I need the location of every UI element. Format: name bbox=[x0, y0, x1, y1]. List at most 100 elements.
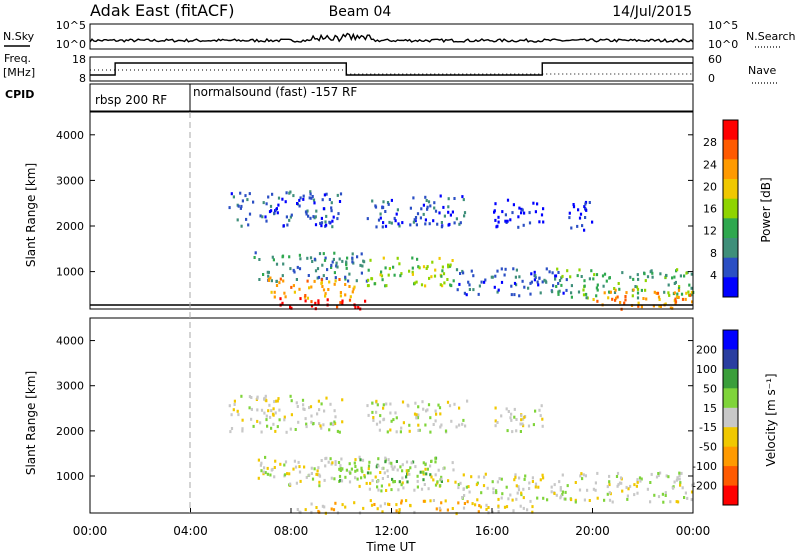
heat-cell bbox=[447, 263, 450, 267]
heat-cell bbox=[341, 503, 344, 507]
heat-cell bbox=[417, 413, 420, 417]
heat-cell bbox=[283, 291, 286, 295]
heat-cell bbox=[514, 473, 517, 477]
heat-cell bbox=[311, 422, 315, 426]
heat-cell bbox=[541, 473, 544, 477]
heat-cell bbox=[384, 284, 387, 288]
heat-cell bbox=[334, 422, 337, 426]
heat-cell bbox=[308, 473, 311, 477]
heat-cell bbox=[439, 484, 442, 488]
heat-cell bbox=[313, 467, 316, 471]
heat-cell bbox=[239, 191, 242, 195]
heat-cell bbox=[633, 493, 636, 497]
heat-cell bbox=[330, 263, 333, 267]
heat-cell bbox=[285, 191, 288, 195]
heat-cell bbox=[583, 279, 586, 283]
heat-cell bbox=[656, 291, 660, 295]
heat-cell bbox=[250, 417, 253, 421]
heat-cell bbox=[274, 429, 277, 433]
heat-cell bbox=[450, 284, 453, 288]
heat-cell bbox=[386, 469, 389, 473]
heat-cell bbox=[661, 492, 664, 496]
heat-cell bbox=[306, 209, 309, 213]
heat-cell bbox=[531, 476, 534, 480]
heat-cell bbox=[332, 215, 335, 219]
heat-cell bbox=[279, 297, 282, 301]
heat-cell bbox=[436, 480, 439, 484]
heat-cell bbox=[521, 208, 524, 212]
heat-cell bbox=[582, 473, 585, 477]
heat-cell bbox=[607, 296, 610, 300]
heat-cell bbox=[435, 507, 438, 511]
heat-cell bbox=[520, 414, 523, 418]
heat-cell bbox=[497, 220, 500, 224]
heat-cell bbox=[683, 496, 686, 499]
heat-cell bbox=[252, 424, 255, 428]
heat-cell bbox=[348, 298, 352, 302]
heat-cell bbox=[513, 407, 516, 411]
heat-cell bbox=[407, 404, 410, 408]
heat-cell bbox=[292, 268, 295, 272]
heat-cell bbox=[466, 399, 469, 403]
heat-cell bbox=[637, 277, 640, 281]
heat-cell bbox=[462, 487, 465, 491]
heat-cell bbox=[411, 256, 414, 260]
heat-cell bbox=[541, 424, 544, 428]
heat-cell bbox=[690, 272, 693, 276]
heat-cell bbox=[511, 211, 514, 215]
heat-cell bbox=[230, 427, 234, 430]
heat-cell bbox=[257, 458, 260, 462]
heat-cell bbox=[311, 477, 315, 481]
ytick-label: 1000 bbox=[56, 266, 84, 279]
heat-cell bbox=[371, 479, 374, 483]
heat-cell bbox=[361, 264, 364, 268]
heat-cell bbox=[365, 481, 368, 485]
heat-cell bbox=[278, 408, 281, 412]
heat-cell bbox=[554, 274, 558, 278]
heat-cell bbox=[408, 429, 411, 433]
heat-cell bbox=[390, 488, 393, 492]
heat-cell bbox=[434, 209, 438, 213]
heat-cell bbox=[466, 500, 469, 504]
colorbar-frame bbox=[722, 329, 739, 506]
heat-cell bbox=[379, 414, 382, 418]
heat-cell bbox=[444, 429, 448, 433]
frequency-line bbox=[90, 62, 693, 76]
heat-cell bbox=[275, 207, 278, 211]
heat-cell bbox=[262, 472, 265, 476]
heat-cell bbox=[596, 496, 599, 500]
heat-cell bbox=[486, 486, 489, 490]
heat-cell bbox=[281, 254, 285, 258]
heat-cell bbox=[360, 476, 363, 480]
heat-cell bbox=[265, 202, 268, 206]
heat-cell bbox=[290, 413, 293, 417]
heat-cell bbox=[372, 418, 375, 422]
heat-cell bbox=[334, 462, 337, 466]
heat-cell bbox=[606, 492, 609, 496]
heat-cell bbox=[392, 418, 395, 422]
heat-cell bbox=[433, 206, 436, 210]
heat-cell bbox=[335, 264, 338, 268]
heat-cell bbox=[273, 290, 276, 294]
heat-cell bbox=[650, 269, 653, 273]
heat-cell bbox=[440, 221, 443, 224]
heat-cell bbox=[510, 293, 513, 297]
heat-cell bbox=[310, 196, 313, 200]
heat-cell bbox=[477, 510, 480, 514]
heat-cell bbox=[490, 275, 493, 279]
heat-cell bbox=[596, 288, 599, 292]
heat-cell bbox=[339, 478, 342, 482]
heat-cell bbox=[315, 506, 318, 509]
heat-cell bbox=[554, 277, 557, 281]
heat-cell bbox=[509, 493, 512, 497]
heat-cell bbox=[663, 290, 666, 294]
heat-cell bbox=[244, 194, 247, 198]
heat-cell bbox=[399, 274, 402, 278]
noise-ytick-top: 10^5 bbox=[56, 19, 86, 32]
heat-cell bbox=[281, 301, 284, 305]
heat-cell bbox=[297, 420, 300, 424]
heat-cell bbox=[620, 481, 623, 485]
heat-cell bbox=[383, 502, 387, 506]
heat-cell bbox=[553, 483, 556, 487]
heat-cell bbox=[339, 469, 342, 472]
